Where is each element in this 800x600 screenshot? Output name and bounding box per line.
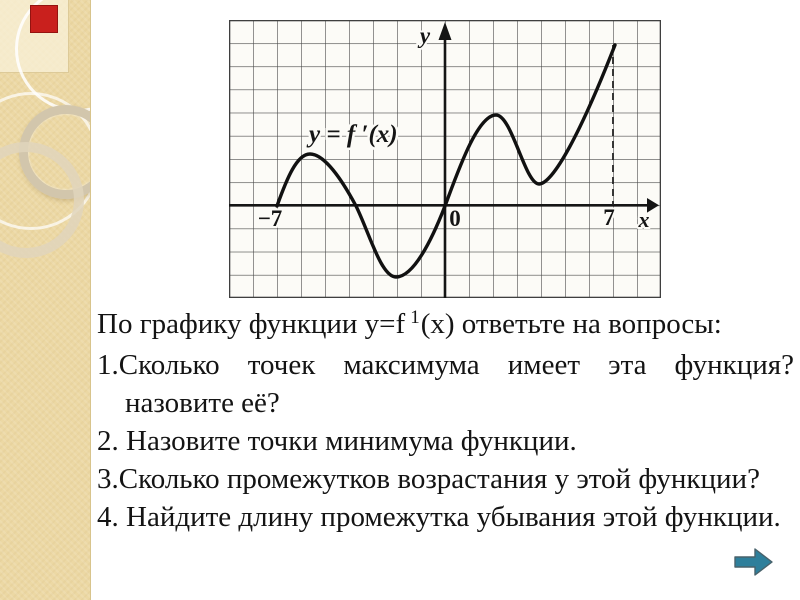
graph-canvas: y = f ′(x) y x −7 0 7 [229,20,661,298]
next-slide-button[interactable] [734,547,774,577]
sidebar-decoration [0,0,91,600]
right-arrow-icon [734,548,773,576]
decor-ring-thick-lower [0,142,84,258]
question-intro-prefix: По графику функции y=f [97,308,406,340]
derivative-curve [275,43,617,279]
derivative-graph: y = f ′(x) y x −7 0 7 [229,20,661,298]
tick-seven: 7 [603,205,615,230]
question-1-line-2: назовите её? [125,387,280,419]
question-intro-superscript: 1 [410,307,420,328]
tick-minus7: −7 [258,206,283,231]
x-axis-arrow-icon [647,198,659,213]
accent-square [30,5,58,33]
question-intro-suffix: (x) ответьте на вопросы: [420,308,722,340]
x-axis-label: x [638,207,650,232]
tick-zero: 0 [449,206,461,231]
question-4: 4. Найдите длину промежутка убывания это… [97,501,781,533]
y-axis-label: y [417,23,431,48]
question-intro: По графику функции y=f 1(x) ответьте на в… [97,305,794,343]
question-2: 2. Назовите точки минимума функции. [97,425,577,457]
y-axis-arrow-icon [438,22,452,40]
question-3: 3.Сколько промежутков возрастания у этой… [97,463,760,495]
curve-label: y = f ′(x) [306,121,398,148]
question-1-line-1: 1.Сколько точек максимума имеет эта функ… [97,349,794,381]
questions-block: По графику функции y=f 1(x) ответьте на в… [97,305,794,536]
